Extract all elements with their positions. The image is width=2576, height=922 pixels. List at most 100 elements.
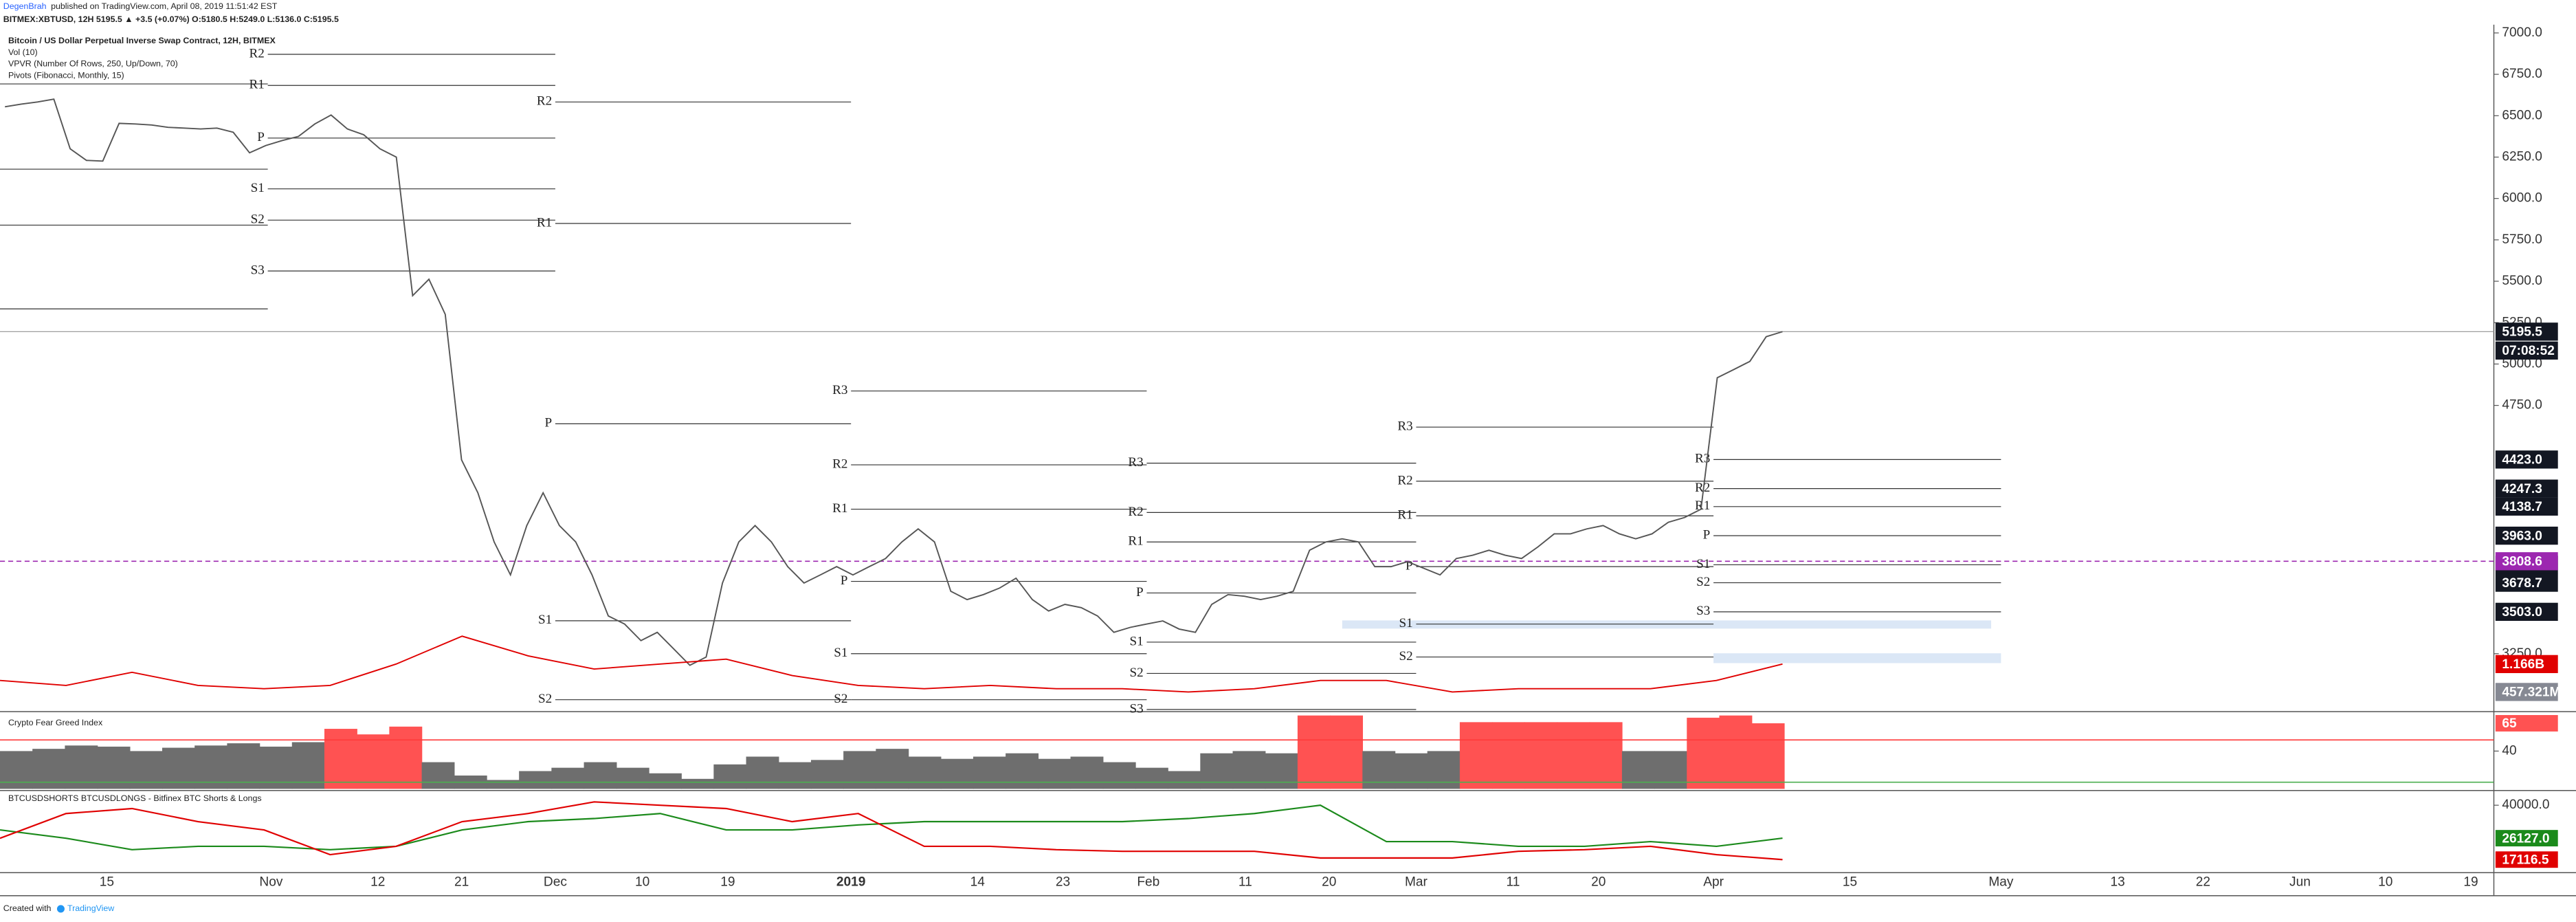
fear-greed-bar [1654,751,1687,789]
y-tick-label: 40 [2502,743,2516,758]
pivot-label: S2 [251,212,265,227]
x-tick-label: 22 [2196,875,2210,890]
fear-greed-bar [1589,722,1623,789]
fear-greed-bar [389,726,423,789]
fear-greed-bar [876,749,909,789]
fear-greed-bar [648,773,682,789]
x-tick-label: 15 [1843,875,1857,890]
fear-greed-bar [486,780,520,789]
x-tick-label: 20 [1591,875,1606,890]
fear-greed-bar [0,751,33,789]
y-tick-label: 5500.0 [2502,274,2542,288]
fear-greed-bar [713,764,747,789]
fear-greed-bar [810,760,844,789]
pivot-label: R3 [832,383,847,397]
price-tag-label: 4247.3 [2502,482,2542,496]
price-tag [2495,655,2558,673]
x-tick-label: 11 [1507,875,1520,890]
published: published on TradingView.com, April 08, … [51,1,278,11]
fear-greed-bar [1102,762,1136,789]
series-line [0,804,1783,850]
fear-greed-bar [1362,751,1396,789]
fear-greed-bar [1395,753,1428,789]
x-tick-label: 2019 [836,875,866,890]
fear-greed-bar [940,758,974,789]
author: DegenBrah [3,1,47,11]
fear-greed-bar [1038,758,1072,789]
fear-greed-bar [1557,722,1590,789]
pivot-label: S3 [1129,701,1143,716]
logo [56,905,65,913]
x-tick-label: Jun [2289,875,2311,890]
pivot-label: R1 [1397,508,1412,523]
price-tag-label: 17116.5 [2502,853,2549,867]
fear-greed-bar [1297,715,1331,789]
price-tag-label: 457.321M [2502,685,2560,700]
price-tag-label: 26127.0 [2502,831,2549,846]
price-tag [2495,830,2558,847]
y-tick-label: 4750.0 [2502,398,2542,413]
y-tick-label: 6250.0 [2502,150,2542,164]
x-tick-label: 15 [100,875,114,890]
fear-greed-bar [1751,723,1785,789]
pivot-label: S3 [1696,604,1710,618]
fear-greed-bar [1459,722,1493,789]
pivot-label: R2 [1397,473,1412,487]
pivot-label: S2 [538,692,552,706]
x-tick-label: 10 [635,875,649,890]
indicator: VPVR (Number Of Rows, 250, Up/Down, 70) [8,59,178,69]
fear-greed-bar [129,751,163,789]
price-tag [2495,479,2558,498]
x-tick-label: 23 [1056,875,1070,890]
fear-greed-bar [973,756,1006,789]
pivot-label: S2 [1129,666,1143,680]
price-tag-label: 1.166B [2502,657,2544,672]
main-title: Bitcoin / US Dollar Perpetual Inverse Sw… [8,36,276,45]
fear-greed-bar [1621,751,1655,789]
x-tick-label: Feb [1137,875,1159,890]
price-tag [2495,450,2558,469]
fear-greed-bar [1070,756,1104,789]
y-tick-label: 6500.0 [2502,108,2542,122]
y-tick-label: 7000.0 [2502,25,2542,40]
y-tick-label: 40000.0 [2502,798,2549,812]
price-tag-label: 3963.0 [2502,529,2542,543]
pivot-label: R2 [537,94,552,109]
fear-greed-bar [1330,715,1364,789]
pivot-label: P [1703,527,1711,542]
pivot-label: S1 [834,646,847,660]
pivot-label: S1 [538,613,552,627]
fear-greed-bar [227,743,260,789]
fear-greed-bar [1427,751,1461,789]
pivot-label: P [545,416,553,430]
fear-greed-bar [1168,771,1201,789]
price-tag [2495,602,2558,622]
countdown: 07:08:52 [2502,344,2555,358]
price-tag-label: 5195.5 [2502,325,2542,340]
price-tag [2495,526,2558,545]
pivot-label: S1 [1399,616,1412,630]
pivot-label: S2 [834,692,847,706]
fear-greed-bar [616,767,649,789]
x-tick-label: 11 [1239,875,1252,890]
fear-greed-bar [1687,717,1720,789]
fear-greed-bar [584,762,617,789]
x-tick-label: 19 [720,875,735,890]
footer-brand: TradingView [67,903,114,913]
price-tag-label: 3503.0 [2502,605,2542,619]
price-tag [2495,552,2558,571]
fear-greed-bar [681,778,715,789]
price-tag [2495,715,2558,732]
fear-greed-bar [551,767,585,789]
pivot-label: R3 [1397,419,1412,434]
pivot-label: P [1136,585,1144,600]
fear-greed-bar [421,762,455,789]
x-tick-label: 21 [454,875,469,890]
fear-greed-bar [1524,722,1558,789]
pivot-label: S3 [251,263,265,278]
price-line [5,98,1783,666]
fear-greed-bar [843,751,877,789]
y-tick-label: 6750.0 [2502,67,2542,81]
y-tick-label: 6000.0 [2502,191,2542,206]
price-tag [2495,573,2558,592]
